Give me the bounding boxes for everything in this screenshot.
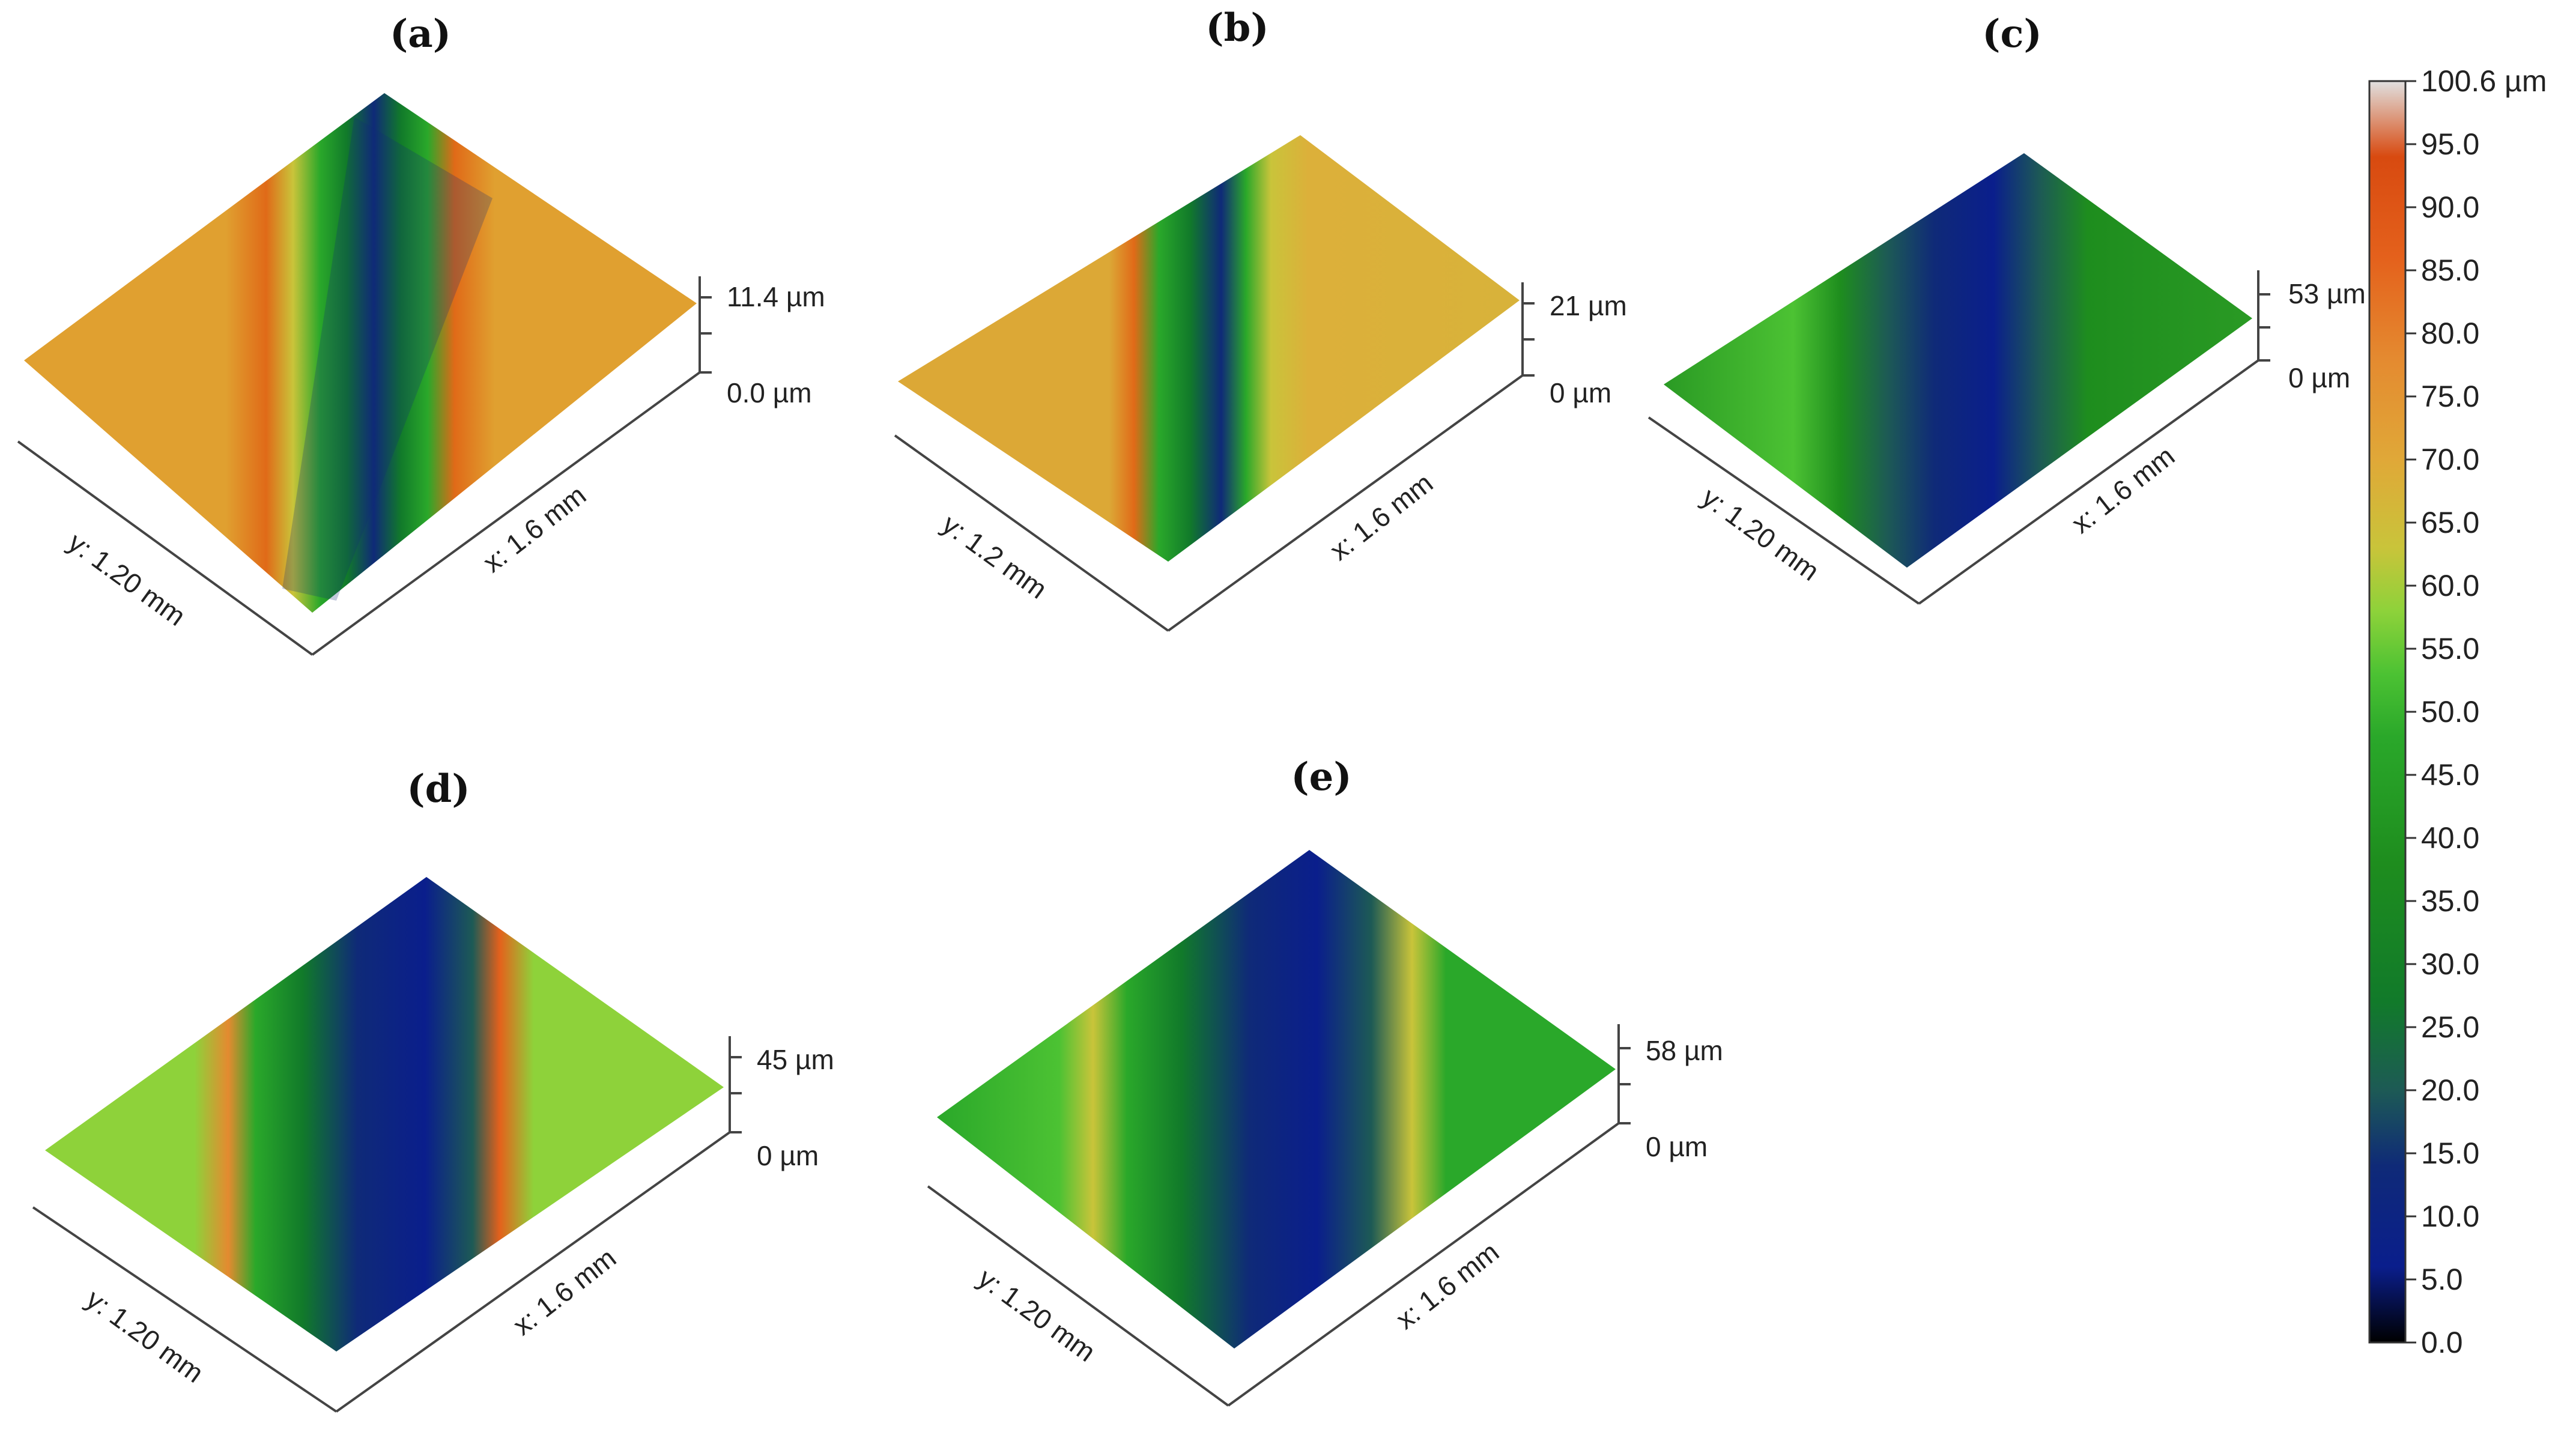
colorbar-tick-label: 90.0 xyxy=(2421,190,2479,224)
panel-d: (d) 45 µm 0 µm y: 1.20 mm x: 1.6 mm xyxy=(32,766,834,1413)
panel-e-z-min: 0 µm xyxy=(1646,1131,1708,1162)
panel-a-z-min: 0.0 µm xyxy=(727,377,812,408)
panel-b-label: (b) xyxy=(1205,5,1268,50)
panel-e-surface xyxy=(937,850,1616,1349)
colorbar-tick-label: 80.0 xyxy=(2421,317,2479,350)
panel-c-label: (c) xyxy=(1982,11,2042,56)
panel-d-z-max: 45 µm xyxy=(757,1044,834,1075)
panel-e-y-label: y: 1.20 mm xyxy=(972,1262,1102,1368)
colorbar-tick-label: 10.0 xyxy=(2421,1200,2479,1233)
panel-b-z-max: 21 µm xyxy=(1550,290,1627,321)
panel-e-x-label: x: 1.6 mm xyxy=(1390,1236,1505,1335)
colorbar-tick-label: 60.0 xyxy=(2421,569,2479,602)
panel-e: (e) 58 µm 0 µm y: 1.20 mm x: 1.6 mm xyxy=(927,754,1723,1407)
panel-a-y-label: y: 1.20 mm xyxy=(62,526,192,632)
colorbar-tick-label: 95.0 xyxy=(2421,127,2479,161)
panel-b-y-label: y: 1.2 mm xyxy=(936,508,1053,605)
panel-a-groove xyxy=(282,117,492,601)
panel-d-y-label: y: 1.20 mm xyxy=(80,1283,210,1389)
colorbar-tick-label: 45.0 xyxy=(2421,758,2479,792)
panel-d-surface xyxy=(45,877,724,1352)
panel-a-y-axis xyxy=(17,440,314,656)
panel-b-z-min: 0 µm xyxy=(1550,377,1611,408)
panel-d-x-axis xyxy=(335,1131,731,1413)
colorbar-tick-label: 25.0 xyxy=(2421,1010,2479,1044)
panel-d-label: (d) xyxy=(407,766,470,812)
colorbar-tick-label: 100.6 µm xyxy=(2421,64,2547,98)
colorbar-tick-label: 75.0 xyxy=(2421,380,2479,413)
colorbar-tick-label: 5.0 xyxy=(2421,1263,2463,1296)
colorbar-tick-label: 85.0 xyxy=(2421,253,2479,287)
panel-c-x-axis xyxy=(1918,359,2259,605)
colorbar-tick-label: 50.0 xyxy=(2421,695,2479,729)
panel-c-y-label: y: 1.20 mm xyxy=(1696,481,1825,587)
panel-e-z-max: 58 µm xyxy=(1646,1035,1723,1066)
colorbar-tick-label: 40.0 xyxy=(2421,821,2479,855)
panel-a: (a) 11.4 µm 0.0 µm y: 1.20 mm x: 1.6 mm xyxy=(17,11,825,656)
panel-e-x-axis xyxy=(1227,1122,1620,1407)
panel-b: (b) 21 µm 0 µm y: 1.2 mm x: 1.6 mm xyxy=(894,5,1627,632)
panel-e-label: (e) xyxy=(1291,754,1351,799)
colorbar-tick-label: 0.0 xyxy=(2421,1326,2463,1359)
panel-a-label: (a) xyxy=(390,11,451,56)
panel-a-z-max: 11.4 µm xyxy=(727,281,825,312)
colorbar-ticks: 100.6 µm 95.0 90.0 85.0 80.0 75.0 70.0 65.0 60.0… xyxy=(2405,64,2547,1359)
colorbar-tick-label: 30.0 xyxy=(2421,947,2479,981)
panel-d-y-axis xyxy=(32,1206,338,1413)
panel-c-x-label: x: 1.6 mm xyxy=(2065,440,2180,539)
colorbar-tick-label: 15.0 xyxy=(2421,1136,2479,1170)
panel-c-surface xyxy=(1664,153,2252,568)
panel-c-y-axis xyxy=(1647,416,1920,605)
colorbar-tick-label: 35.0 xyxy=(2421,884,2479,918)
colorbar: 100.6 µm 95.0 90.0 85.0 80.0 75.0 70.0 65.0 60.0… xyxy=(2368,64,2547,1359)
colorbar-tick-label: 55.0 xyxy=(2421,632,2479,666)
panel-b-surface xyxy=(898,135,1520,562)
colorbar-bar xyxy=(2368,80,2407,1344)
colorbar-tick-label: 20.0 xyxy=(2421,1073,2479,1107)
panel-c-z-max: 53 µm xyxy=(2288,278,2366,309)
panel-a-surface xyxy=(24,93,697,613)
colorbar-tick-label: 65.0 xyxy=(2421,506,2479,539)
panel-b-y-axis xyxy=(894,434,1169,632)
panel-d-x-label: x: 1.6 mm xyxy=(507,1242,622,1341)
panel-c: (c) 53 µm 0 µm y: 1.20 mm x: 1.6 mm xyxy=(1647,11,2366,605)
panel-a-x-axis xyxy=(311,371,701,656)
panel-c-z-min: 0 µm xyxy=(2288,362,2350,393)
panel-e-y-axis xyxy=(927,1185,1229,1407)
panel-b-x-label: x: 1.6 mm xyxy=(1324,467,1438,566)
panel-b-x-axis xyxy=(1167,374,1524,632)
colorbar-tick-label: 70.0 xyxy=(2421,443,2479,476)
panel-d-z-min: 0 µm xyxy=(757,1140,819,1171)
